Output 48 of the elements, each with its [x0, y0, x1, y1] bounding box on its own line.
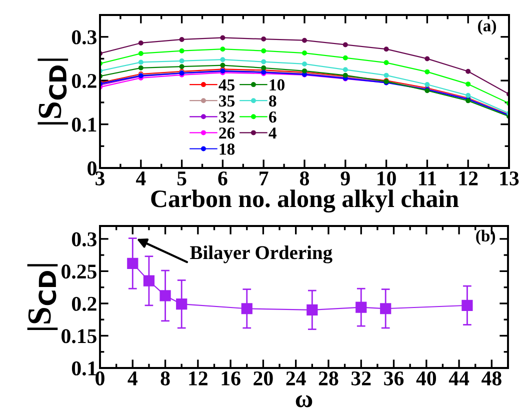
x-tick-label: 40 — [416, 371, 436, 386]
y-tick-label: 0.3 — [72, 30, 97, 44]
x-tick-label: 13 — [500, 171, 519, 186]
x-tick-label: 9 — [340, 171, 350, 186]
x-tick-label: 12 — [459, 171, 478, 186]
legend-label: 8 — [269, 95, 276, 107]
annotation: (b) — [476, 230, 496, 245]
annotation: (a) — [478, 20, 496, 35]
x-tick-label: 5 — [177, 172, 186, 186]
x-tick-label: 8 — [300, 171, 310, 186]
x-tick-label: 44 — [448, 372, 470, 386]
y-tick-label: 0.15 — [62, 329, 96, 344]
x-tick-label: 20 — [254, 371, 273, 386]
legend-label: 6 — [269, 111, 276, 123]
y-axis-title: |S$_{CD}$| — [38, 58, 68, 124]
legend-label: 18 — [220, 144, 235, 155]
x-tick-label: 32 — [351, 371, 371, 386]
y-tick-label: 0.1 — [72, 361, 96, 376]
x-tick-label: 8 — [160, 371, 170, 386]
legend-label: 4 — [268, 128, 276, 139]
x-tick-label: 24 — [286, 371, 306, 386]
x-tick-label: 28 — [318, 371, 338, 386]
x-axis-title: ω — [296, 395, 312, 408]
x-tick-label: 12 — [189, 371, 208, 386]
y-tick-label: 0.2 — [72, 74, 96, 88]
x-tick-label: 4 — [136, 172, 146, 186]
legend-label: 32 — [219, 111, 234, 123]
x-tick-label: 4 — [128, 372, 138, 386]
x-tick-label: 36 — [384, 371, 404, 386]
legend-label: 26 — [219, 128, 235, 139]
x-tick-label: 7 — [260, 172, 268, 186]
x-tick-label: 3 — [96, 171, 104, 186]
x-tick-label: 6 — [218, 171, 228, 186]
legend-label: 10 — [270, 79, 284, 91]
annotation: Bilayer Ordering — [190, 246, 332, 264]
x-tick-label: 10 — [378, 171, 396, 186]
y-tick-label: 0.2 — [72, 296, 96, 311]
y-tick-label: 0 — [88, 161, 96, 176]
y-tick-label: 0.1 — [72, 118, 96, 132]
x-axis-title: Carbon no. along alkyl chain — [151, 190, 459, 213]
legend-label: 45 — [218, 79, 235, 91]
x-tick-label: 16 — [222, 371, 240, 386]
y-tick-label: 0.25 — [62, 264, 96, 279]
legend-label: 35 — [219, 95, 235, 107]
x-tick-label: 11 — [419, 171, 436, 186]
y-tick-label: 0.3 — [72, 232, 97, 246]
x-tick-label: 48 — [482, 371, 502, 386]
y-axis-title: |S$_{CD}$| — [27, 264, 58, 330]
